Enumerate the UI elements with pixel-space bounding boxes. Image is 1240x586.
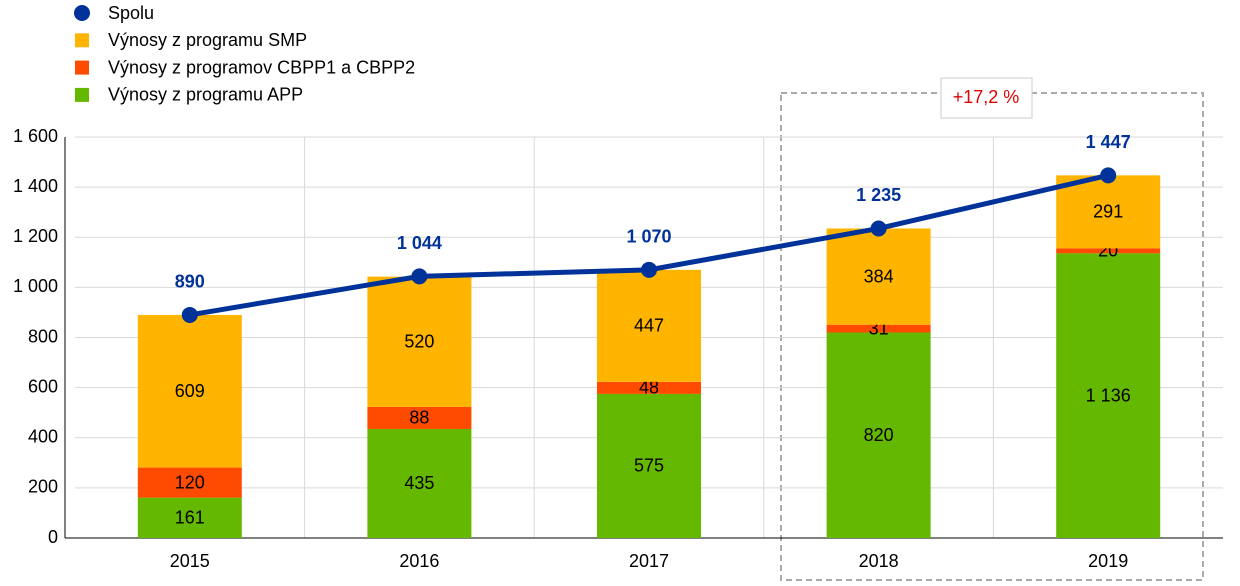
bar-label: 88	[409, 408, 429, 428]
legend-marker	[75, 87, 89, 102]
bar-label: 575	[634, 456, 664, 476]
bar-segment	[597, 381, 701, 394]
bar-segment	[1056, 175, 1161, 249]
legend-label: Spolu	[108, 3, 154, 23]
bar-segment	[826, 332, 931, 538]
legend-label: Výnosy z programov CBPP1 a CBPP2	[108, 57, 415, 77]
bar-label: 291	[1093, 202, 1123, 222]
bar-label: 609	[175, 381, 205, 401]
bar-segment	[826, 324, 931, 333]
annotation: +17,2 %	[953, 87, 1020, 107]
y-tick-label: 0	[48, 527, 58, 547]
total-label: 890	[175, 272, 205, 292]
total-point	[181, 306, 198, 323]
legend-marker	[74, 5, 90, 21]
x-tick-label: 2016	[399, 551, 439, 571]
total-point	[641, 261, 657, 278]
bar-segment	[137, 467, 242, 498]
bar-segment	[137, 497, 242, 538]
bar-segment	[367, 428, 472, 538]
legend-marker	[75, 60, 89, 75]
y-tick-label: 1 000	[13, 276, 58, 296]
bar-label: 161	[175, 508, 205, 528]
total-point	[411, 268, 428, 285]
bar-label: 120	[175, 472, 205, 492]
x-tick-label: 2018	[859, 551, 899, 571]
y-tick-label: 400	[28, 427, 58, 447]
bar-label: 1 136	[1086, 385, 1131, 405]
bar-segment	[597, 393, 701, 538]
total-label: 1 447	[1086, 132, 1131, 152]
x-tick-label: 2017	[629, 551, 669, 571]
total-point	[870, 220, 887, 237]
bar-segment	[367, 276, 472, 407]
total-point	[1100, 167, 1117, 184]
y-tick-label: 1 400	[13, 176, 58, 196]
bar-segment	[1056, 248, 1161, 254]
legend-label: Výnosy z programu APP	[108, 85, 303, 105]
y-tick-label: 600	[28, 376, 58, 396]
bar-segment	[826, 228, 931, 325]
y-tick-label: 1 600	[13, 126, 58, 146]
bar-segment	[1056, 253, 1161, 539]
bar-segment	[137, 314, 242, 468]
y-tick-label: 200	[28, 477, 58, 497]
total-label: 1 070	[626, 227, 671, 247]
y-tick-label: 800	[28, 326, 58, 346]
bar-label: 820	[864, 425, 894, 445]
bar-label: 48	[639, 378, 659, 398]
total-label: 1 235	[856, 185, 901, 205]
bar-label: 447	[634, 316, 664, 336]
bar-segment	[597, 269, 701, 382]
bar-label: 520	[404, 332, 434, 352]
bar-label: 435	[404, 473, 434, 493]
y-tick-label: 1 200	[13, 226, 58, 246]
bar-label: 384	[864, 266, 894, 286]
total-label: 1 044	[397, 233, 442, 253]
bar-segment	[367, 406, 472, 429]
annotation-box	[940, 77, 1033, 119]
x-tick-label: 2015	[170, 551, 210, 571]
legend-label: Výnosy z programu SMP	[108, 30, 307, 50]
legend-marker	[75, 33, 89, 48]
x-tick-label: 2019	[1088, 551, 1128, 571]
